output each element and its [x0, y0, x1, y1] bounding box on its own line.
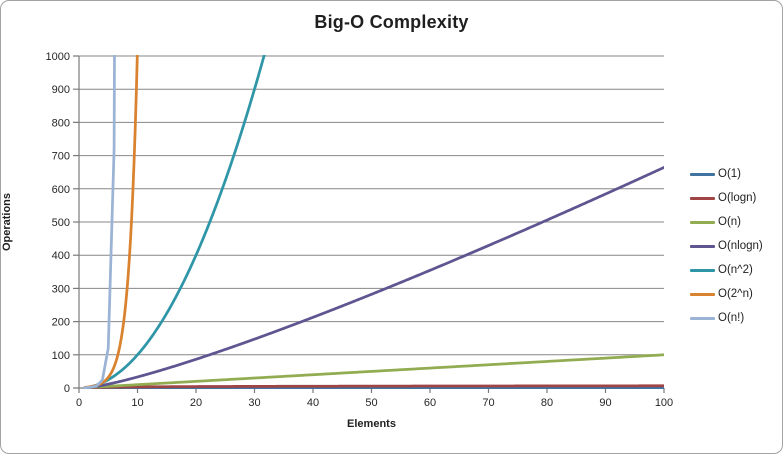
x-tick-label: 40 — [307, 397, 319, 409]
gridlines — [79, 55, 664, 356]
tick-labels: 0 100 200 300 400 500 600 700 800 900 1000 0 10 20 30 4… — [46, 51, 674, 409]
legend-item: O(nlogn) — [690, 234, 763, 258]
legend-label: O(n^2) — [718, 264, 753, 276]
y-tick-label: 300 — [52, 283, 70, 295]
x-tick-label: 60 — [424, 397, 436, 409]
x-tick-label: 20 — [190, 397, 202, 409]
legend-line-swatch — [690, 268, 715, 272]
x-tick-label: 70 — [482, 397, 494, 409]
legend-item: O(2^n) — [690, 282, 763, 306]
y-tick-label: 100 — [52, 350, 70, 362]
tick-marks — [73, 55, 665, 393]
x-tick-label: 80 — [541, 397, 553, 409]
y-tick-label: 600 — [52, 184, 70, 196]
legend-label: O(n!) — [718, 312, 745, 324]
series-line-square — [83, 55, 266, 389]
series-line-pow2 — [83, 55, 139, 389]
x-tick-label: 90 — [599, 397, 611, 409]
series-lines — [83, 55, 664, 389]
x-tick-label: 50 — [365, 397, 377, 409]
x-tick-label: 30 — [248, 397, 260, 409]
y-tick-label: 400 — [52, 250, 70, 262]
legend-line-swatch — [690, 172, 715, 176]
legend-line-swatch — [690, 316, 715, 320]
y-tick-label: 900 — [52, 84, 70, 96]
y-tick-label: 0 — [64, 383, 70, 395]
y-tick-label: 700 — [52, 151, 70, 163]
series-line-nlogn — [83, 166, 664, 389]
y-tick-label: 200 — [52, 317, 70, 329]
legend-label: O(n) — [718, 216, 741, 228]
legend-label: O(nlogn) — [718, 240, 763, 252]
legend: O(1) O(logn) O(n) O(nlogn) O(n^2) O(2^n) O(n!) — [690, 162, 763, 330]
legend-line-swatch — [690, 292, 715, 296]
series-line-factorial — [83, 55, 116, 389]
legend-label: O(1) — [718, 168, 741, 180]
series-line-linear — [83, 353, 664, 389]
legend-item: O(n^2) — [690, 258, 763, 282]
y-tick-label: 500 — [52, 217, 70, 229]
x-axis-title: Elements — [347, 418, 396, 430]
chart-title: Big-O Complexity — [314, 12, 469, 32]
y-tick-label: 1000 — [46, 51, 70, 63]
legend-item: O(n!) — [690, 306, 763, 330]
legend-item: O(logn) — [690, 186, 763, 210]
legend-line-swatch — [690, 196, 715, 200]
legend-label: O(2^n) — [718, 288, 753, 300]
x-tick-label: 0 — [76, 397, 82, 409]
legend-label: O(logn) — [718, 192, 757, 204]
legend-line-swatch — [690, 220, 715, 224]
legend-line-swatch — [690, 244, 715, 248]
x-tick-label: 10 — [131, 397, 143, 409]
series-line-log2 — [83, 384, 664, 389]
x-tick-label: 100 — [655, 397, 673, 409]
y-tick-label: 800 — [52, 117, 70, 129]
legend-item: O(1) — [690, 162, 763, 186]
legend-item: O(n) — [690, 210, 763, 234]
y-axis-title: Operations — [1, 192, 13, 252]
